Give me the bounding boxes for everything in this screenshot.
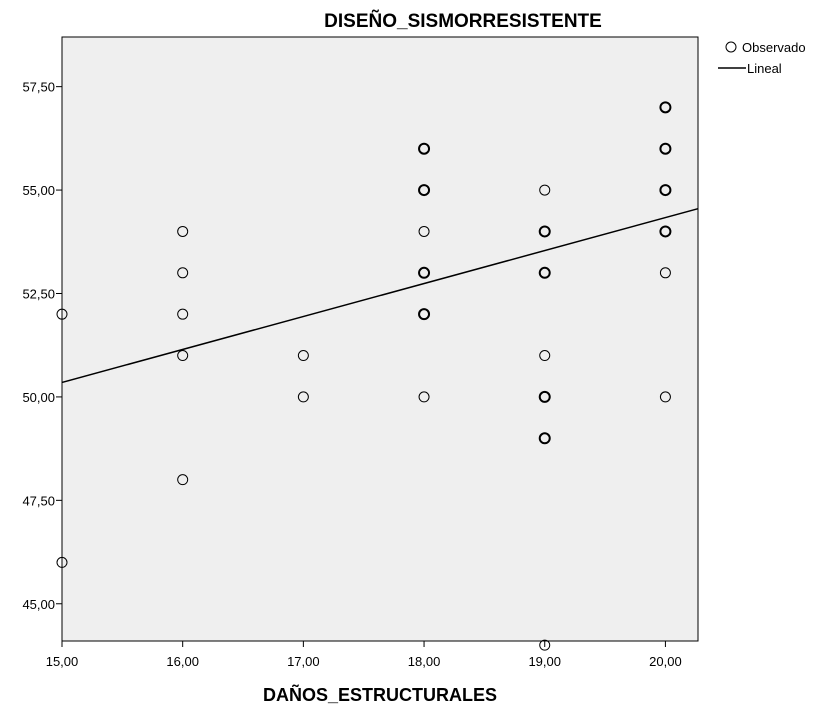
data-point [177,267,189,279]
data-point [659,267,671,279]
data-point [177,350,189,362]
y-axis: 45,00 47,50 50,00 52,50 55,00 57,50 [22,80,62,612]
y-tick-label: 52,50 [22,286,55,301]
legend: Observado Lineal [718,40,806,76]
x-axis-label: DAÑOS_ESTRUCTURALES [263,684,497,705]
legend-marker-observado [725,41,737,53]
data-point [297,391,309,403]
data-point [418,225,430,237]
data-point [659,225,672,238]
data-point [659,101,672,114]
data-point [56,308,68,320]
x-tick-label: 19,00 [528,654,561,669]
data-point [177,308,189,320]
data-point [418,391,430,403]
legend-label-observado: Observado [742,40,806,55]
data-point [538,225,551,238]
data-point [418,308,431,321]
chart-title: DISEÑO_SISMORRESISTENTE [324,10,602,32]
x-tick-label: 16,00 [166,654,199,669]
x-tick-label: 18,00 [408,654,441,669]
y-tick-label: 47,50 [22,493,55,508]
data-point [539,350,551,362]
x-tick-label: 17,00 [287,654,320,669]
x-axis: 15,00 16,00 17,00 18,00 19,00 20,00 [46,641,682,669]
data-point [538,266,551,279]
data-point [659,142,672,155]
legend-label-lineal: Lineal [747,61,782,76]
fit-line-layer [61,207,699,384]
x-tick-label: 15,00 [46,654,79,669]
data-point [659,391,671,403]
data-point [177,474,189,486]
y-tick-label: 57,50 [22,80,55,95]
data-point [538,432,551,445]
data-point [538,390,551,403]
data-point [659,184,672,197]
points-layer [56,101,672,651]
data-point [297,350,309,362]
y-tick-label: 45,00 [22,597,55,612]
data-point [418,142,431,155]
y-tick-label: 50,00 [22,390,55,405]
data-point [418,184,431,197]
data-point [418,266,431,279]
data-point [56,556,68,568]
plot-area [61,36,699,642]
data-point [539,639,551,651]
data-point [539,184,551,196]
y-tick-label: 55,00 [22,183,55,198]
x-tick-label: 20,00 [649,654,682,669]
data-point [177,225,189,237]
fit-line [61,207,699,384]
